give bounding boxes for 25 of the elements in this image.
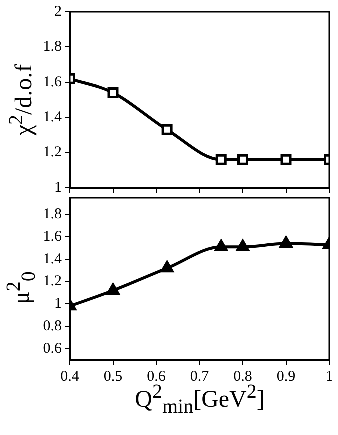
y-tick-label: 1.8	[43, 206, 62, 223]
y-tick-label: 1	[54, 180, 62, 196]
y-tick-label: 1.6	[43, 74, 62, 90]
point	[216, 154, 227, 166]
y-tick-label: 1.2	[43, 274, 62, 290]
y-tick-label: 2	[54, 4, 62, 20]
point	[236, 240, 250, 252]
y-tick-label: 1.6	[43, 229, 62, 246]
point	[238, 154, 248, 166]
y-tick-label: 1.4	[43, 110, 62, 126]
x-tick-label: 1	[326, 368, 334, 385]
y-tick-label: 0.8	[43, 318, 62, 334]
point	[214, 240, 228, 252]
x-tick-label: 0.4	[60, 368, 80, 385]
x-tick-label: 0.9	[276, 368, 296, 385]
point	[162, 124, 173, 136]
x-tick-label: 0.5	[104, 368, 123, 385]
point	[280, 236, 293, 248]
point	[160, 261, 174, 273]
y-tick-label: 1.2	[43, 144, 62, 161]
y-tick-label: 1.8	[43, 39, 62, 56]
y-tick-label: 1	[54, 296, 62, 312]
point	[280, 154, 292, 166]
y-tick-label: 1.4	[43, 251, 62, 268]
y-tick-label: 0.6	[43, 340, 62, 357]
